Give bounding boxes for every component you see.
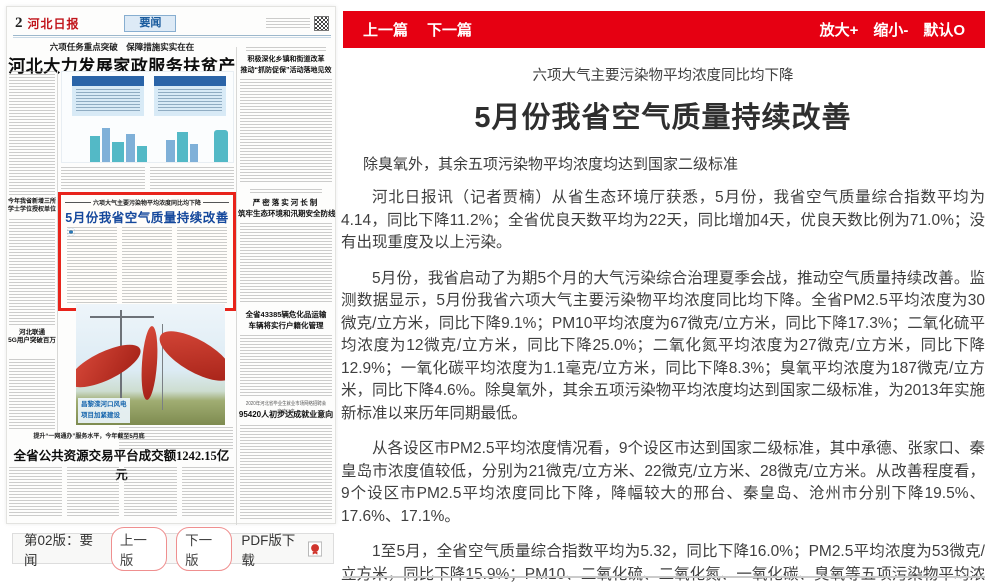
skyline-building <box>126 134 135 162</box>
edition-date-text <box>266 17 310 29</box>
page-label: 第02版：要闻 <box>24 532 94 568</box>
article-paragraph: 从各设区市PM2.5平均浓度情况看，9个设区市达到国家二级标准，其中承德、张家口… <box>341 440 985 525</box>
highlight-kicker: 六项大气主要污染物平均浓度同比均下降 <box>65 198 230 207</box>
wind-blade <box>76 336 147 396</box>
wind-blade <box>139 325 160 401</box>
newsprint-text-block <box>122 227 172 305</box>
bottom-story-kicker[interactable]: 提升“一网通办”服务水平，今年截至5月底 <box>33 434 145 440</box>
headline-jobs[interactable]: 95420人初步达成就业意向 <box>238 410 334 419</box>
skyline-building <box>177 132 188 162</box>
skyline-building <box>112 142 124 162</box>
skyline-building <box>137 146 147 162</box>
article-paragraph: 5月份，我省启动了为期5个月的大气污染综合治理夏季会战，推动空气质量持续改善。监… <box>341 269 985 422</box>
newspaper-page-thumbnail: 2 河北日报 要闻 六项任务重点突破 保障措施实实在在 河北大力发展家政服务扶贫… <box>6 6 336 525</box>
page-navigation-bar: 第02版：要闻 上一版 下一版 PDF版下载 <box>12 526 334 571</box>
crane-boom <box>90 316 154 318</box>
newsprint-text-block <box>177 227 227 305</box>
pdf-download-link[interactable]: PDF版下载 <box>241 529 322 569</box>
newsprint-text-block <box>240 425 332 519</box>
zoom-out-link[interactable]: 缩小- <box>873 22 909 39</box>
next-article-link[interactable]: 下一篇 <box>427 22 473 39</box>
newsprint-text-block <box>9 219 55 325</box>
article-end-divider <box>343 576 985 578</box>
zoom-default-link[interactable]: 默认O <box>923 22 965 39</box>
skyline-building <box>190 144 198 162</box>
prev-article-link[interactable]: 上一篇 <box>363 22 409 39</box>
photo-caption-text <box>119 427 233 449</box>
article-view: 六项大气主要污染物平均浓度同比均下降 5月份我省空气质量持续改善 除臭氧外，其余… <box>341 48 985 584</box>
skyline-building <box>90 136 100 162</box>
newsprint-text-block <box>9 467 62 517</box>
crane-cable <box>162 324 163 410</box>
newsprint-text-block <box>240 79 332 183</box>
infographic-panel-header <box>154 76 226 86</box>
article-paragraph: 河北日报讯（记者贾楠）从省生态环境厅获悉，5月份，我省空气质量综合指数平均为4.… <box>341 189 985 251</box>
masthead-divider <box>13 35 331 38</box>
photo-caption-badge: 昌黎滦河口风电 项目加紧建设 <box>78 398 130 423</box>
column-divider <box>57 71 58 437</box>
newsprint-text-block <box>181 467 234 517</box>
lead-story-kicker[interactable]: 六项任务重点突破 保障措施实实在在 <box>49 42 195 52</box>
newsprint-text-block <box>67 227 117 305</box>
article-nav-group: 上一篇 下一篇 <box>363 19 472 40</box>
newsprint-text-block <box>124 467 177 517</box>
newspaper-masthead: 2 河北日报 要闻 <box>15 13 329 33</box>
masthead-meta <box>266 15 329 31</box>
newsprint-text-block <box>61 167 145 191</box>
headline-town-street-reform[interactable]: 积极深化乡镇和街道改革 推动“抓防促保”活动落地见效 <box>240 56 332 74</box>
article-title: 5月份我省空气质量持续改善 <box>474 102 852 134</box>
bottom-story-body <box>9 467 234 517</box>
headline-unicom-5g[interactable]: 河北联通 5G用户突破百万 <box>8 329 56 345</box>
infographic <box>61 71 234 163</box>
article-subtitle: 除臭氧外，其余五项污染物平均浓度均达到国家二级标准 <box>363 156 739 173</box>
article-kicker: 六项大气主要污染物平均浓度同比均下降 <box>532 68 794 84</box>
font-size-group: 放大+ 缩小- 默认O <box>820 19 965 40</box>
newsprint-text-block <box>150 167 234 191</box>
newsprint-text-block <box>240 223 332 303</box>
highlight-body <box>67 227 227 305</box>
newsprint-text-block <box>9 71 55 197</box>
skyline-building <box>166 140 175 162</box>
newsprint-text-block <box>250 189 322 193</box>
infographic-panel-text <box>158 89 222 112</box>
wind-blade <box>152 321 225 391</box>
section-tag: 要闻 <box>124 14 177 32</box>
infographic-panel <box>72 76 144 116</box>
article-paragraph: 1至5月，全省空气质量综合指数平均为5.32，同比下降16.0%；PM2.5平均… <box>341 543 985 583</box>
headline-jobs-kicker: 2020年河北省毕业生就业市场网络招聘会启动以来 <box>245 401 327 415</box>
zoom-in-link[interactable]: 放大+ <box>819 22 859 39</box>
newsprint-text-block <box>246 47 326 51</box>
highlighted-article-region[interactable]: 六项大气主要污染物平均浓度同比均下降 5月份我省空气质量持续改善 <box>58 192 236 311</box>
headline-river-chief[interactable]: 严密落实河长制 筑牢生态环境和汛期安全防线 <box>238 198 336 219</box>
newsprint-text-block <box>66 467 119 517</box>
prev-page-button[interactable]: 上一版 <box>110 526 168 571</box>
article-body: 河北日报讯（记者贾楠）从省生态环境厅获悉，5月份，我省空气质量综合指数平均为4.… <box>341 187 985 584</box>
page-number: 2 <box>15 14 23 31</box>
pdf-icon <box>307 540 322 557</box>
kicker-rule-right <box>203 202 230 203</box>
newsprint-text-block <box>240 335 332 397</box>
newsprint-text-block <box>9 359 55 431</box>
next-page-button[interactable]: 下一版 <box>176 526 233 571</box>
photo-wind-turbine-blades: 昌黎滦河口风电 项目加紧建设 <box>76 304 225 425</box>
person-figure <box>214 130 228 162</box>
qr-code-icon <box>314 15 329 31</box>
headline-hazmat-vehicles[interactable]: 全省43385辆危化品运输 车辆将实行户籍化管理 <box>245 310 327 331</box>
kicker-rule-left <box>65 202 91 203</box>
highlight-title: 5月份我省空气质量持续改善 <box>65 211 229 225</box>
masthead-logo: 河北日报 <box>27 16 80 31</box>
infographic-panel-header <box>72 76 144 86</box>
article-toolbar: 上一篇 下一篇 放大+ 缩小- 默认O <box>343 11 985 48</box>
headline-degree-units[interactable]: 今年我省新增三所学士学位授权单位 <box>8 199 57 213</box>
skyline-building <box>102 128 110 162</box>
column-divider <box>236 47 237 525</box>
infographic-panel-text <box>76 89 140 112</box>
infographic-panel <box>154 76 226 116</box>
